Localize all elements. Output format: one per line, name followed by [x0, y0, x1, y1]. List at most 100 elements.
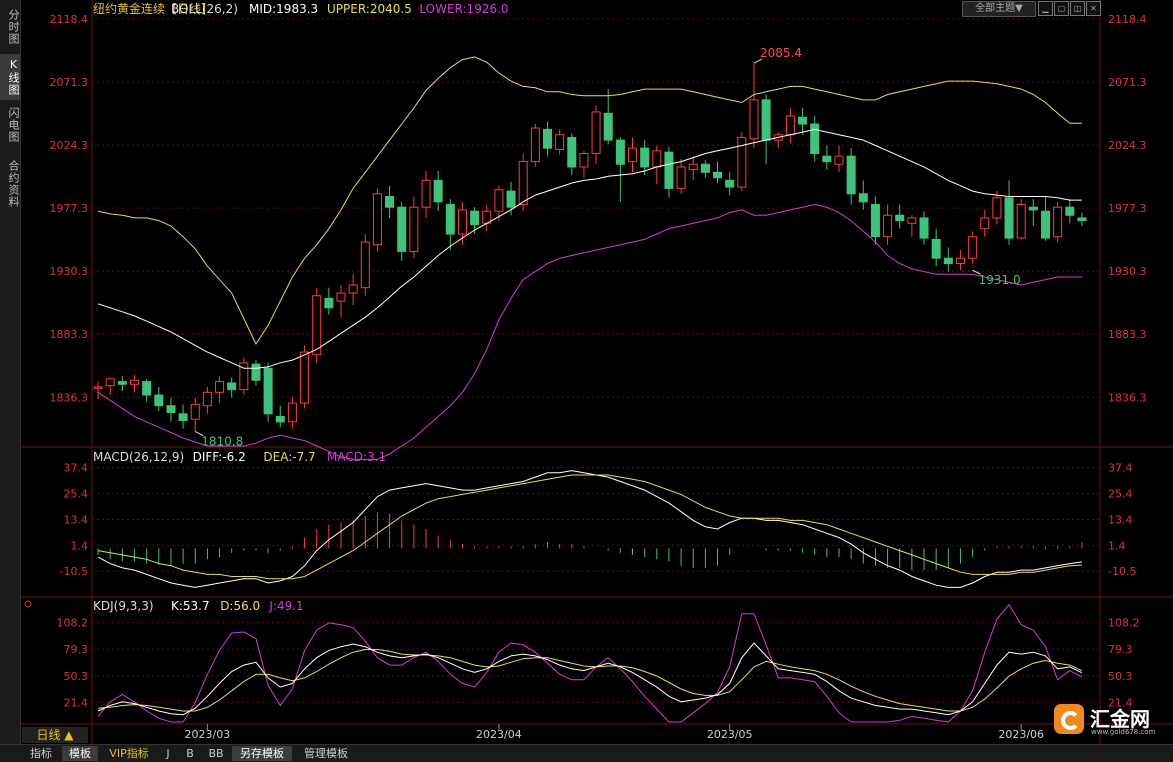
candle-body-52	[725, 179, 735, 188]
price-y-tick-left-3: 1977.3	[50, 202, 89, 215]
period-button[interactable]: 日线 ▲	[22, 727, 88, 743]
candle-body-1	[105, 378, 115, 387]
bottom-tab-j[interactable]: J	[166, 747, 170, 760]
price-legend-3: UPPER:2040.5	[327, 2, 412, 16]
side-tab-kline[interactable]: K线图	[0, 54, 20, 100]
candle-body-65	[883, 214, 893, 238]
kdj-y-tick-right-3: 21.4	[1108, 696, 1133, 709]
sidebar: 分时图 K线图 闪电图 合约资料	[0, 0, 21, 744]
macd-y-tick-left-0: 37.4	[64, 462, 89, 475]
window-restore-icon[interactable]: ▢	[1054, 1, 1069, 16]
candle-body-60	[822, 155, 832, 163]
bottom-tab-b[interactable]: B	[186, 747, 194, 760]
candle-body-53	[737, 136, 747, 188]
kdj-j-line	[97, 603, 1083, 723]
price-y-tick-left-6: 1836.3	[50, 391, 89, 404]
boll-lower-line	[97, 203, 1082, 460]
price-legend-1: BOLL(26,2)	[171, 2, 238, 16]
candle-body-80	[1065, 206, 1075, 216]
bottom-tab-manage-template[interactable]: 管理模板	[304, 747, 348, 760]
brand-logo-icon	[1054, 704, 1084, 734]
candle-body-46	[652, 150, 662, 168]
price-y-tick-right-1: 2071.3	[1108, 76, 1147, 89]
bottom-tab-indicator[interactable]: 指标	[30, 747, 52, 760]
candle-body-61	[834, 155, 844, 165]
candle-body-75	[1004, 197, 1014, 239]
candle-body-36	[530, 127, 540, 163]
candle-body-48	[676, 166, 686, 189]
annotation-label-0: 2085.4	[760, 46, 802, 60]
window-fit-icon[interactable]: ◫	[1070, 1, 1085, 16]
side-tab-timeshare[interactable]: 分时图	[7, 9, 20, 45]
window-minimize-icon[interactable]: ▁	[1038, 1, 1053, 16]
macd-y-tick-left-4: -10.5	[60, 565, 88, 578]
annotation-pointer-0	[753, 58, 763, 64]
candle-body-17	[300, 351, 310, 404]
candle-body-76	[1016, 204, 1026, 239]
brand-logo-url: www.gold678.com	[1091, 728, 1156, 736]
candle-body-64	[870, 204, 880, 238]
bottom-tab-save-template[interactable]: 另存模板	[232, 746, 292, 761]
brand-logo: 汇金网 www.gold678.com	[1046, 701, 1172, 741]
candle-body-41	[591, 111, 601, 155]
candle-body-78	[1040, 210, 1050, 239]
price-y-tick-right-3: 1977.3	[1108, 202, 1147, 215]
candle-body-47	[664, 151, 674, 189]
boll-mid-line	[97, 128, 1082, 369]
candle-body-68	[919, 217, 929, 239]
kdj-y-tick-right-1: 79.3	[1108, 643, 1133, 656]
side-tab-contract-info[interactable]: 合约资料	[7, 160, 20, 208]
x-tick-label-0: 2023/03	[185, 728, 231, 741]
price-y-tick-right-5: 1883.3	[1108, 328, 1147, 341]
candle-body-31	[470, 210, 480, 226]
macd-y-tick-right-1: 25.4	[1108, 488, 1133, 501]
candle-body-0	[93, 386, 103, 389]
annotation-label-2: 1810.8	[201, 435, 243, 449]
candle-body-24	[385, 195, 395, 208]
kdj-k-line	[97, 642, 1083, 716]
candle-body-23	[372, 193, 382, 246]
macd-legend-2: DEA:-7.7	[263, 450, 315, 464]
kdj-legend-0: KDJ(9,3,3)	[93, 599, 154, 613]
candle-body-7	[178, 413, 188, 422]
x-tick-label-3: 2023/06	[998, 728, 1044, 741]
side-tab-lightning[interactable]: 闪电图	[7, 107, 20, 143]
bottom-tab-bb[interactable]: BB	[208, 747, 224, 760]
candle-body-20	[336, 292, 346, 302]
kdj-y-tick-right-0: 108.2	[1108, 617, 1140, 630]
price-y-tick-right-2: 2024.3	[1108, 139, 1147, 152]
candle-body-39	[567, 136, 577, 168]
candle-body-74	[992, 197, 1002, 219]
candle-body-71	[955, 257, 965, 265]
candle-body-21	[348, 284, 358, 294]
bottom-toolbar: 指标 模板 VIP指标 J B BB 另存模板 管理模板	[0, 744, 1173, 762]
candle-body-12	[239, 362, 249, 391]
price-y-tick-left-4: 1930.3	[50, 265, 89, 278]
candle-body-16	[287, 402, 297, 423]
candle-body-45	[640, 147, 650, 168]
candle-body-19	[324, 297, 334, 309]
macd-y-tick-right-0: 37.4	[1108, 462, 1133, 475]
candle-body-2	[117, 381, 127, 385]
macd-y-tick-left-2: 13.4	[64, 513, 89, 526]
candle-body-22	[360, 241, 370, 289]
bottom-tab-template[interactable]: 模板	[62, 746, 98, 761]
candle-body-44	[628, 147, 638, 163]
brand-logo-text: 汇金网	[1090, 707, 1150, 731]
price-legend-2: MID:1983.3	[249, 2, 318, 16]
candle-body-69	[931, 238, 941, 259]
window-close-icon[interactable]: ✕	[1086, 1, 1101, 16]
candle-body-9	[202, 391, 212, 407]
candle-body-6	[166, 405, 176, 413]
macd-legend-3: MACD:3.1	[327, 450, 386, 464]
price-y-tick-right-4: 1930.3	[1108, 265, 1147, 278]
candle-body-11	[227, 382, 237, 391]
x-tick-label-2: 2023/05	[707, 728, 753, 741]
annotation-pointer-1	[972, 269, 981, 275]
price-y-tick-left-1: 2071.3	[50, 76, 89, 89]
theme-select-button[interactable]: 全部主题▼	[962, 1, 1036, 17]
boll-upper-line	[97, 56, 1082, 346]
bottom-tab-vip[interactable]: VIP指标	[109, 747, 149, 760]
candle-body-49	[688, 163, 698, 171]
